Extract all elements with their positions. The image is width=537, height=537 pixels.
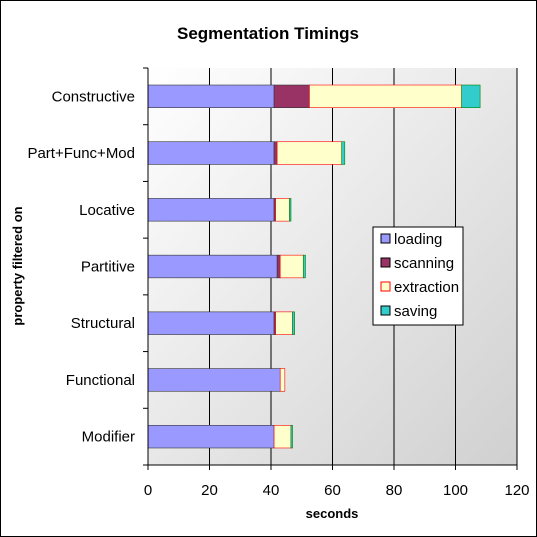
bar-extraction [276,141,343,165]
y-tick-label: Structural [71,315,135,332]
y-tick-label: Locative [79,202,135,219]
bar-extraction [309,84,462,108]
bar-loading [147,198,275,222]
bar-loading [147,368,281,392]
x-tick-label: 40 [263,482,280,499]
x-tick-label: 80 [386,482,403,499]
bar-saving [290,424,293,449]
y-tick-label: Partitive [81,259,135,276]
y-tick-labels: Constructive Part+Func+Mod Locative Partiti… [27,88,135,445]
bar-extraction [279,368,286,392]
bar-extraction [275,198,290,222]
bar-saving [302,254,306,279]
bar-scanning [273,141,278,165]
bar-saving [461,84,481,108]
bar-extraction [275,311,293,335]
axes [143,67,518,470]
x-tick-label: 100 [443,482,468,499]
x-tick-label: 60 [324,482,341,499]
legend-label-extraction: extraction [394,279,459,296]
bar-saving [341,141,346,165]
x-tick-label: 20 [201,482,218,499]
y-tick-label: Functional [66,372,135,389]
y-tick-label: Part+Func+Mod [27,145,135,162]
legend-label-saving: saving [394,303,437,320]
bar-loading [147,424,275,449]
x-axis-label: seconds [306,506,359,521]
y-tick-label: Constructive [52,88,135,105]
legend-swatch-loading [380,233,391,244]
legend-swatch-saving [380,305,391,316]
bars [147,84,481,449]
bar-saving [289,198,292,222]
x-tick-label: 120 [504,482,529,499]
bar-scanning [273,84,310,108]
bar-saving [292,311,295,335]
bar-loading [147,311,275,335]
y-tick-label: Modifier [82,429,135,446]
y-axis-label: property filtered on [10,206,25,325]
x-tick-label: 0 [144,482,152,499]
bar-extraction [279,254,304,279]
bar-loading [147,141,275,165]
bar-loading [147,84,275,108]
bar-scanning [276,254,281,279]
bar-extraction [273,424,292,449]
legend-label-loading: loading [394,231,442,248]
legend-label-scanning: scanning [394,255,454,272]
x-tick-labels: 0 20 40 60 80 100 120 [144,482,530,499]
legend-swatch-extraction [380,281,391,292]
bar-loading [147,254,278,279]
chart-title: Segmentation Timings [177,24,359,43]
legend-swatch-scanning [380,257,391,268]
legend: loading scanning extraction saving [372,226,464,326]
